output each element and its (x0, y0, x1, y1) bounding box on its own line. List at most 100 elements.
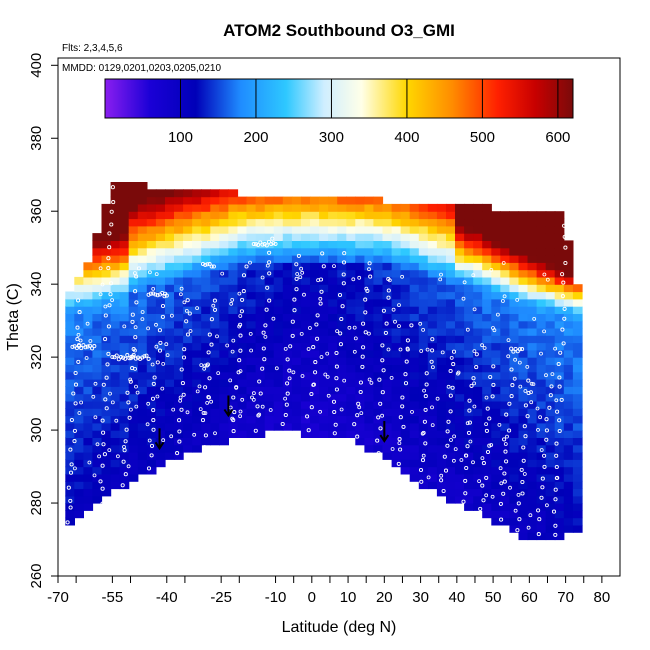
ozone-cell (101, 408, 112, 417)
sample-point (74, 345, 79, 351)
ozone-cell (418, 415, 429, 424)
ozone-cell (92, 495, 103, 504)
ozone-cell (563, 415, 574, 424)
ozone-cell (83, 276, 94, 285)
ozone-cell (545, 313, 556, 322)
ozone-cell (400, 276, 411, 285)
ozone-cell (554, 473, 565, 482)
ozone-cell (409, 225, 420, 234)
ozone-cell (391, 255, 402, 263)
sample-point (509, 346, 514, 351)
ozone-cell (545, 422, 556, 431)
ozone-cell (165, 284, 175, 293)
ozone-cell (192, 262, 202, 271)
sample-point (263, 323, 268, 328)
ozone-cell (455, 211, 465, 220)
ozone-cell (337, 357, 347, 365)
sample-point (206, 350, 211, 355)
ozone-cell (74, 313, 84, 322)
sample-point (515, 528, 520, 533)
ozone-cell (482, 408, 492, 417)
ozone-cell (536, 313, 547, 322)
ozone-cell (319, 342, 329, 351)
ozone-cell (146, 408, 157, 417)
ozone-cell (165, 225, 175, 234)
ozone-cell (92, 357, 103, 365)
ozone-cell (210, 291, 220, 300)
ozone-cell (554, 335, 565, 344)
ozone-cell (518, 240, 529, 249)
ozone-cell (110, 342, 121, 351)
x-tick-label: 50 (485, 589, 502, 606)
ozone-cell (92, 481, 103, 490)
ozone-cell (65, 444, 75, 453)
ozone-cell (464, 459, 474, 468)
ozone-cell (300, 364, 311, 373)
ozone-cell (509, 276, 520, 285)
ozone-cell (491, 437, 501, 446)
sample-point (76, 359, 81, 364)
ozone-cell (165, 218, 175, 227)
ozone-cell (482, 495, 492, 504)
ozone-cell (427, 327, 438, 336)
ozone-cell (554, 276, 565, 285)
ozone-cell (337, 225, 347, 234)
ozone-cell (128, 313, 139, 322)
ozone-cell (310, 386, 320, 395)
ozone-cell (210, 189, 220, 198)
ozone-cell (83, 269, 94, 278)
ozone-cell (427, 342, 438, 351)
ozone-cell (210, 276, 220, 285)
ozone-cell (300, 247, 311, 256)
ozone-cell (300, 269, 311, 278)
ozone-cell (473, 327, 483, 336)
sample-point (320, 251, 325, 256)
ozone-cell (165, 313, 175, 322)
ozone-cell (210, 196, 220, 205)
ozone-cell (473, 415, 483, 424)
ozone-cell (337, 218, 347, 227)
ozone-cell (273, 400, 284, 409)
sample-point (439, 272, 443, 277)
ozone-cell (346, 357, 356, 365)
sample-point (85, 344, 90, 349)
sample-point (446, 384, 451, 389)
ozone-cell (282, 306, 293, 314)
ozone-cell (246, 357, 257, 365)
ozone-cell (101, 386, 112, 395)
ozone-cell (455, 408, 465, 417)
ozone-cell (446, 255, 456, 263)
sample-point (258, 240, 263, 245)
ozone-cell (400, 298, 411, 307)
sample-point (120, 483, 125, 488)
ozone-cell (300, 335, 311, 344)
ozone-cell (554, 233, 565, 241)
ozone-cell (219, 379, 229, 387)
ozone-cell (74, 400, 84, 409)
ozone-cell (119, 284, 130, 293)
ozone-cell (219, 203, 229, 212)
ozone-cell (554, 349, 565, 358)
ozone-cell (491, 225, 501, 234)
ozone-cell (518, 262, 529, 271)
ozone-cell (328, 393, 338, 402)
sample-point (525, 414, 530, 419)
sample-point (207, 376, 212, 381)
sample-point (452, 434, 457, 439)
ozone-cell (427, 320, 438, 329)
sample-point (126, 400, 131, 405)
ozone-cell (545, 211, 556, 220)
ozone-cell (246, 196, 257, 205)
sample-point (562, 316, 567, 321)
sample-point (202, 366, 207, 371)
ozone-cell (155, 240, 166, 249)
ozone-cell (536, 466, 547, 475)
ozone-cell (155, 437, 166, 446)
ozone-cell (427, 306, 438, 314)
sample-point (237, 324, 242, 329)
sample-point (474, 365, 479, 370)
ozone-cell (165, 306, 175, 314)
ozone-cell (545, 488, 556, 497)
sample-point (290, 319, 295, 324)
ozone-cell (446, 233, 456, 241)
